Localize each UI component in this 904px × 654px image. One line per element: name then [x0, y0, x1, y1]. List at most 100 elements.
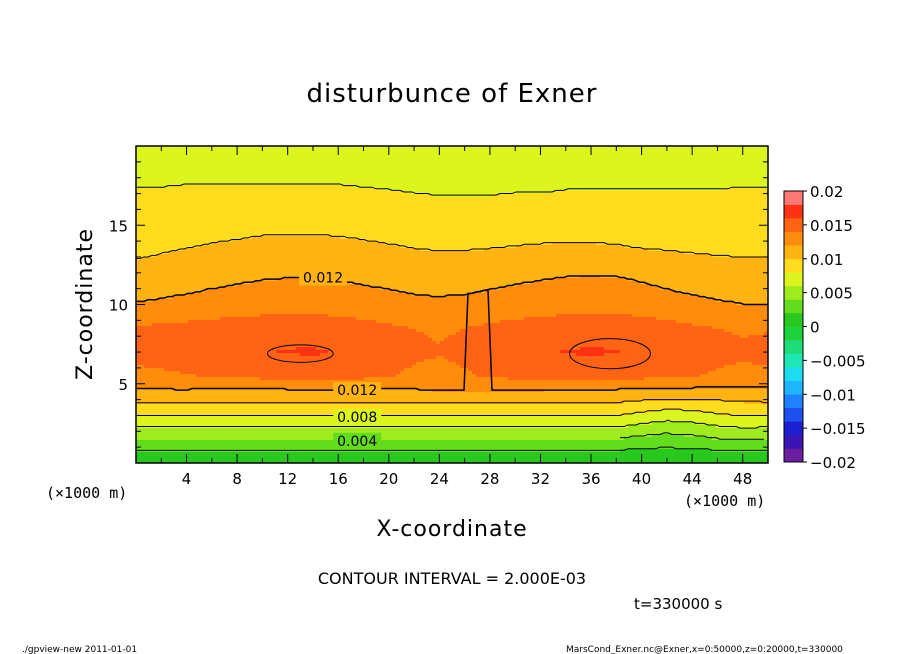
field-cell — [708, 224, 713, 228]
field-cell — [580, 170, 585, 174]
field-cell — [704, 233, 709, 237]
field-cell — [684, 200, 689, 204]
field-cell — [488, 170, 493, 174]
field-cell — [656, 200, 661, 204]
field-cell — [168, 239, 173, 243]
field-cell — [164, 173, 169, 177]
field-cell — [744, 182, 749, 186]
field-cell — [172, 221, 177, 225]
field-cell — [448, 212, 453, 216]
field-cell — [432, 197, 437, 201]
field-cell — [604, 233, 609, 237]
field-cell — [140, 179, 145, 183]
field-cell — [268, 212, 273, 216]
field-cell — [172, 212, 177, 216]
field-cell — [180, 218, 185, 222]
field-cell — [252, 173, 257, 177]
field-cell — [300, 155, 305, 159]
field-cell — [428, 206, 433, 210]
field-cell — [236, 236, 241, 240]
field-cell — [436, 179, 441, 183]
field-cell — [372, 152, 377, 156]
field-cell — [356, 158, 361, 162]
field-cell — [732, 155, 737, 159]
field-cell — [412, 224, 417, 228]
field-cell — [164, 179, 169, 183]
field-cell — [384, 191, 389, 195]
field-cell — [612, 176, 617, 180]
field-cell — [192, 164, 197, 168]
field-cell — [148, 230, 153, 234]
field-cell — [320, 161, 325, 165]
field-cell — [200, 158, 205, 162]
field-cell — [232, 155, 237, 159]
field-cell — [456, 218, 461, 222]
field-cell — [436, 203, 441, 207]
field-cell — [376, 173, 381, 177]
field-cell — [308, 155, 313, 159]
field-cell — [396, 221, 401, 225]
field-cell — [448, 209, 453, 213]
field-cell — [692, 191, 697, 195]
field-cell — [232, 230, 237, 234]
field-cell — [500, 212, 505, 216]
field-cell — [576, 146, 581, 150]
field-cell — [596, 185, 601, 189]
field-cell — [608, 233, 613, 237]
field-cell — [548, 158, 553, 162]
field-cell — [224, 179, 229, 183]
field-cell — [584, 218, 589, 222]
field-cell — [628, 236, 633, 240]
field-cell — [172, 167, 177, 171]
field-cell — [500, 164, 505, 168]
field-cell — [428, 194, 433, 198]
field-cell — [448, 164, 453, 168]
field-cell — [492, 206, 497, 210]
field-cell — [420, 176, 425, 180]
field-cell — [432, 203, 437, 207]
field-cell — [568, 146, 573, 150]
field-cell — [272, 227, 277, 231]
field-cell — [736, 194, 741, 198]
field-cell — [464, 221, 469, 225]
field-cell — [688, 176, 693, 180]
field-cell — [576, 197, 581, 201]
field-cell — [484, 149, 489, 153]
field-cell — [500, 203, 505, 207]
field-cell — [552, 200, 557, 204]
field-cell — [656, 185, 661, 189]
field-cell — [372, 164, 377, 168]
field-cell — [592, 194, 597, 198]
field-cell — [376, 215, 381, 219]
field-cell — [204, 200, 209, 204]
field-cell — [372, 173, 377, 177]
field-cell — [540, 227, 545, 231]
field-cell — [720, 173, 725, 177]
field-cell — [716, 200, 721, 204]
field-cell — [360, 209, 365, 213]
field-cell — [484, 212, 489, 216]
field-cell — [184, 179, 189, 183]
field-cell — [508, 170, 513, 174]
field-cell — [508, 194, 513, 198]
field-cell — [364, 176, 369, 180]
field-cell — [384, 212, 389, 216]
field-cell — [304, 203, 309, 207]
field-cell — [312, 173, 317, 177]
field-cell — [440, 158, 445, 162]
field-cell — [616, 206, 621, 210]
field-cell — [200, 173, 205, 177]
field-cell — [248, 239, 253, 243]
field-cell — [252, 185, 257, 189]
field-cell — [752, 152, 757, 156]
field-cell — [484, 179, 489, 183]
field-cell — [344, 167, 349, 171]
field-cell — [656, 167, 661, 171]
field-cell — [460, 185, 465, 189]
field-cell — [396, 215, 401, 219]
field-cell — [252, 179, 257, 183]
field-cell — [680, 209, 685, 213]
field-cell — [164, 212, 169, 216]
field-cell — [340, 194, 345, 198]
field-cell — [316, 188, 321, 192]
